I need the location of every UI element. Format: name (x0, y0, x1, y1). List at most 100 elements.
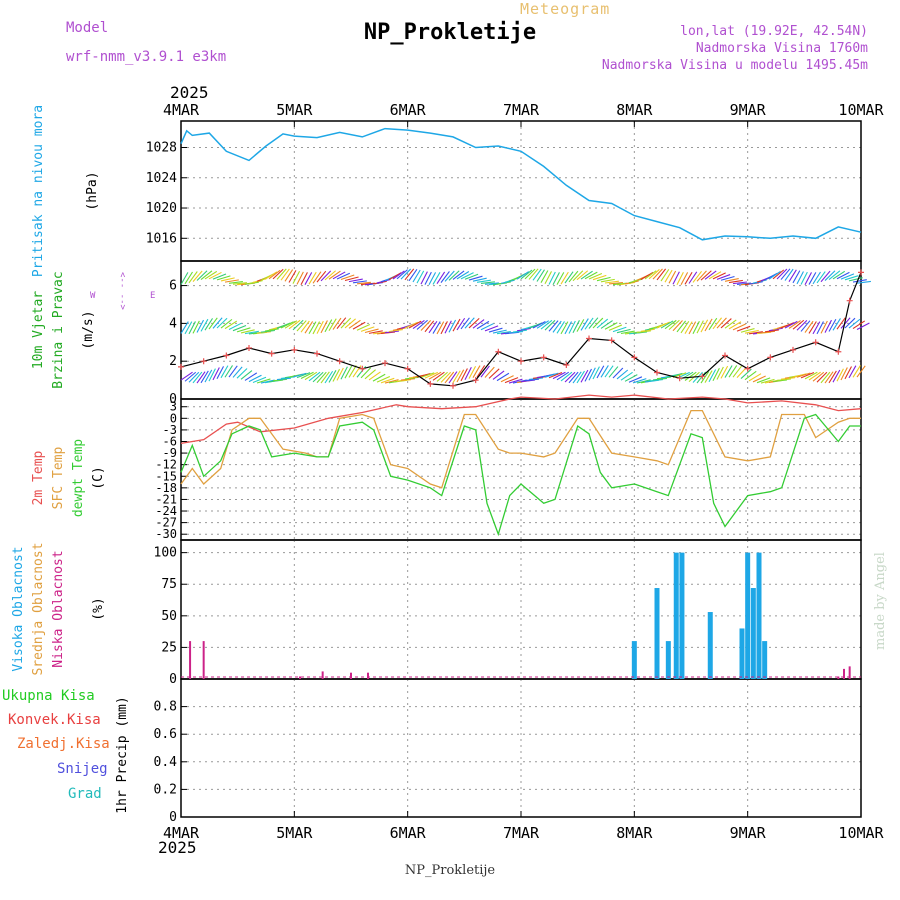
panel-frame (180, 678, 862, 818)
wind-barb (452, 318, 461, 332)
wind-barb (712, 272, 726, 280)
footer-station-name: NP_Prokletije (404, 863, 496, 878)
wind-barb (452, 270, 465, 280)
cloud-bar (707, 612, 713, 679)
wind-barb (180, 321, 189, 334)
wind-barb (588, 367, 596, 381)
wind-barb (184, 321, 193, 335)
wind-barb (180, 371, 193, 381)
wind-barb (428, 272, 437, 286)
wind-barb (772, 379, 787, 383)
wind-barb (480, 281, 495, 284)
y-tick-label: -18 (155, 481, 177, 495)
wind-barb (592, 274, 607, 281)
wind-barb (324, 319, 333, 333)
wind-barb (596, 276, 611, 282)
wind-barb (844, 366, 852, 380)
wind-barb (596, 318, 609, 329)
x-tick-label-bottom: 7MAR (503, 824, 540, 842)
wind-barb (808, 272, 817, 285)
wind-barb (552, 371, 566, 380)
wind-barb (820, 371, 831, 384)
wind-barb (400, 268, 412, 280)
panel-frame (180, 398, 862, 541)
cloud-bar (367, 672, 369, 679)
y-tick-label: 4 (169, 316, 177, 331)
model-label: Model (66, 20, 109, 36)
temp-line-2 (180, 409, 861, 489)
wind-barb (812, 371, 825, 382)
wind-barb (324, 270, 336, 281)
cloud-bar (750, 588, 756, 679)
wind-barb (464, 317, 475, 329)
wind-barb (196, 371, 206, 384)
wind-barb (832, 369, 841, 383)
cloud-bar (756, 552, 762, 679)
wind-barb (580, 369, 589, 383)
wind-barb (244, 372, 258, 381)
wind-barb (488, 327, 503, 333)
wind-barb (184, 371, 197, 382)
wind-barb (712, 368, 720, 381)
wind-barb (660, 320, 674, 329)
wind-barb (316, 320, 324, 334)
wind-barb (480, 365, 490, 378)
wind-barb (536, 320, 550, 329)
x-tick-label-bottom: 10MAR (838, 824, 884, 842)
wind-barb (532, 268, 542, 281)
panel-3 (180, 398, 862, 541)
wind-barb (680, 321, 690, 334)
temp-unit: (C) (91, 466, 106, 489)
cloud-bar (745, 552, 751, 679)
wind-barb (824, 371, 834, 384)
wind-barb (540, 270, 549, 283)
wind-barb (688, 321, 697, 335)
wind-barb (192, 270, 203, 282)
wind-barb (572, 371, 582, 384)
wind-barb (848, 318, 861, 329)
wind-barb (632, 378, 647, 384)
wind-barb (544, 319, 556, 331)
wind-barb (700, 371, 710, 384)
wind-barb (276, 268, 287, 280)
wind-barb (348, 278, 363, 283)
temp-line-1 (180, 394, 862, 445)
wind-barb (272, 378, 287, 382)
wind-barb (708, 317, 718, 331)
wind-barb (820, 320, 828, 334)
wind-barb (352, 280, 367, 284)
wind-barb (348, 365, 357, 378)
wind-barb (264, 271, 278, 280)
wind-barb (696, 320, 704, 334)
wind-barb (364, 369, 376, 380)
wind-barb (444, 371, 455, 384)
wind-barb (388, 329, 403, 333)
wind-barb (260, 379, 275, 384)
wind-barb (316, 270, 327, 283)
wind-barb (832, 318, 841, 331)
wind-barb (260, 329, 275, 333)
wind-barb (600, 365, 609, 378)
wind-barb (380, 377, 395, 384)
y-tick-label: -12 (155, 458, 177, 472)
wind-barb (404, 268, 415, 281)
wind-legend-ns: <-- --> (117, 272, 127, 311)
wind-barb (740, 328, 755, 333)
wind-barb (844, 317, 856, 329)
wind-barb (752, 375, 766, 383)
year-label-bottom: 2025 (158, 838, 197, 857)
wind-barb (788, 320, 801, 329)
wind-barb (592, 317, 604, 329)
wind-barb (256, 378, 271, 384)
wind-barb (288, 319, 301, 330)
wind-barb (744, 370, 757, 381)
wind-barb (544, 372, 559, 378)
wind-barb (820, 270, 831, 283)
wind-barb (636, 330, 651, 333)
wind-barb (304, 371, 318, 381)
wind-barb (800, 371, 815, 379)
wind-barb (584, 317, 594, 330)
wind-gust-marker (314, 350, 320, 357)
wind-barb (604, 280, 619, 284)
wind-barb (336, 367, 344, 381)
